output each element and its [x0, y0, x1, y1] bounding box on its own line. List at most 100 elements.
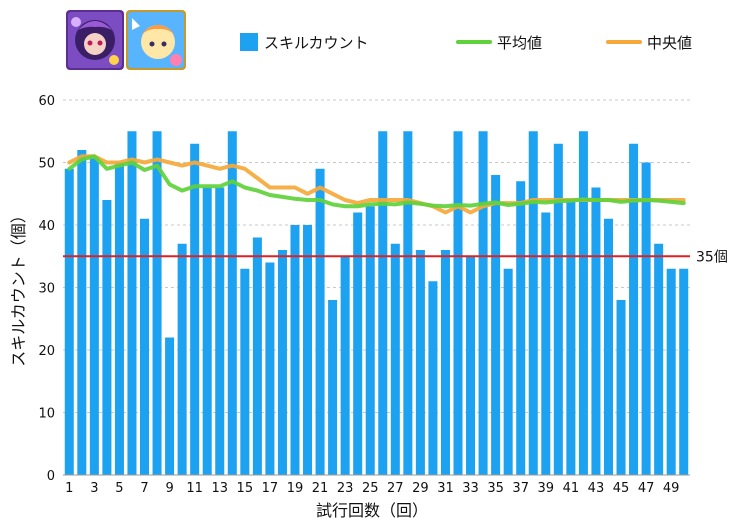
x-axis-ticks: 1 3 5 7 9 11 13 15 17 19 21 23 25 27 29 31 33 35 37 39 41 43 4…: [65, 481, 679, 496]
x-tick-label: 27: [387, 481, 404, 496]
bar: [177, 243, 187, 475]
bar: [114, 162, 124, 475]
x-tick-label: 17: [262, 481, 279, 496]
x-tick-label: 25: [362, 481, 379, 496]
x-tick-label: 11: [186, 481, 203, 496]
x-tick-label: 5: [115, 481, 123, 496]
bar: [303, 225, 313, 475]
bar: [603, 218, 614, 475]
bar: [378, 131, 388, 475]
bar: [403, 131, 413, 475]
bar: [679, 268, 689, 475]
bar: [152, 131, 162, 475]
bar: [491, 175, 501, 475]
y-tick-label: 30: [38, 282, 55, 297]
bar: [290, 225, 300, 475]
bar: [503, 268, 513, 475]
legend-label-median: 中央値: [647, 34, 692, 52]
bar: [328, 300, 338, 475]
y-axis-title: スキルカウント（個）: [9, 207, 28, 367]
x-tick-label: 33: [462, 481, 479, 496]
line-series: [67, 154, 686, 215]
bar: [252, 237, 262, 475]
bar: [190, 143, 200, 475]
bar: [528, 131, 538, 475]
x-tick-label: 41: [563, 481, 580, 496]
bar: [365, 206, 375, 475]
x-tick-label: 9: [165, 481, 173, 496]
character-icon-purple: [66, 10, 124, 70]
x-tick-label: 21: [312, 481, 329, 496]
bar: [666, 268, 676, 475]
x-tick-label: 43: [588, 481, 605, 496]
bar: [466, 256, 476, 475]
bar: [440, 250, 450, 475]
bar: [453, 131, 463, 475]
bar: [566, 200, 576, 475]
x-tick-label: 39: [538, 481, 555, 496]
bar: [277, 250, 287, 475]
bar: [127, 131, 137, 475]
bar: [578, 131, 588, 475]
x-tick-label: 47: [638, 481, 655, 496]
x-tick-label: 3: [90, 481, 98, 496]
bar: [541, 212, 551, 475]
bar: [478, 131, 488, 475]
bar: [516, 181, 526, 475]
x-tick-label: 7: [140, 481, 148, 496]
bar: [202, 187, 212, 475]
legend-label-skill-count: スキルカウント: [264, 34, 369, 52]
reference-line-group: 35個: [63, 249, 728, 265]
bar: [64, 168, 74, 475]
x-tick-label: 23: [337, 481, 354, 496]
bar: [165, 337, 175, 475]
legend-item-skill-count: スキルカウント: [240, 33, 369, 52]
x-tick-label: 31: [437, 481, 454, 496]
bar: [390, 243, 400, 475]
y-tick-label: 0: [47, 469, 55, 484]
x-tick-label: 1: [65, 481, 73, 496]
bar: [215, 187, 225, 475]
x-tick-label: 45: [613, 481, 630, 496]
legend-item-average: 平均値: [456, 34, 542, 52]
x-tick-label: 13: [211, 481, 228, 496]
bar: [353, 212, 363, 475]
bar: [240, 268, 250, 475]
x-tick-label: 37: [512, 481, 529, 496]
bar: [315, 168, 325, 475]
legend: スキルカウント 平均値 中央値: [240, 33, 692, 52]
legend-swatch-bar: [240, 33, 258, 51]
x-tick-label: 35: [487, 481, 504, 496]
bar: [265, 262, 275, 475]
character-thumbnails: [66, 10, 186, 70]
reference-line-label: 35個: [696, 249, 728, 265]
y-tick-label: 40: [38, 219, 55, 234]
y-tick-label: 50: [38, 157, 55, 172]
character-icon-blue: [126, 10, 186, 70]
legend-item-median: 中央値: [606, 34, 692, 52]
y-axis-ticks: 0 10 20 30 40 50 60: [38, 94, 55, 484]
x-axis-title: 試行回数（回）: [316, 501, 428, 520]
bar: [428, 281, 438, 475]
x-tick-label: 29: [412, 481, 429, 496]
y-tick-label: 20: [38, 344, 55, 359]
x-tick-label: 49: [663, 481, 680, 496]
y-tick-label: 10: [38, 407, 55, 422]
y-tick-label: 60: [38, 94, 55, 109]
bar: [616, 300, 626, 475]
bar-series: [64, 131, 689, 475]
bar: [340, 256, 350, 475]
bar: [77, 150, 87, 475]
legend-label-average: 平均値: [497, 34, 542, 52]
bar: [227, 131, 237, 475]
bar: [89, 156, 99, 475]
x-tick-label: 19: [287, 481, 304, 496]
bar: [415, 250, 425, 475]
bar: [553, 143, 563, 475]
average-line: [67, 154, 686, 209]
bar: [139, 218, 150, 475]
bar: [591, 187, 601, 475]
bar: [102, 200, 112, 475]
x-tick-label: 15: [237, 481, 254, 496]
bar: [641, 162, 651, 475]
